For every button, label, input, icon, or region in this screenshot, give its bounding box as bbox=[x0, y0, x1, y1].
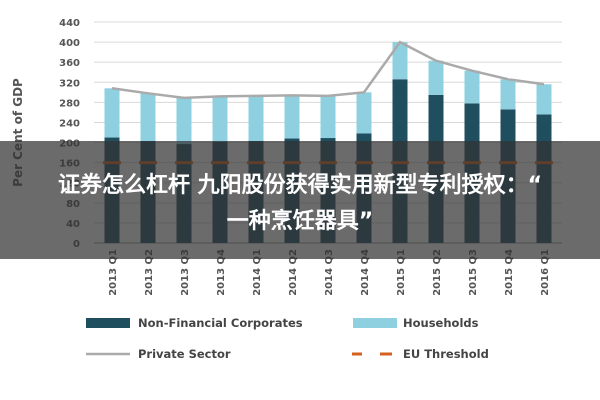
y-tick-label: 400 bbox=[59, 38, 80, 49]
bar-households bbox=[320, 95, 336, 139]
bar-households bbox=[428, 60, 444, 95]
x-tick-label: 2016 Q1 bbox=[540, 249, 551, 296]
x-tick-label: 2014 Q3 bbox=[324, 249, 335, 296]
x-tick-label: 2014 Q2 bbox=[288, 249, 299, 296]
bar-households bbox=[284, 95, 300, 139]
bar-households bbox=[248, 95, 264, 142]
headline-text[interactable]: 证券怎么杠杆 九阳股份获得实用新型专利授权：“ 一种烹饪器具” bbox=[0, 141, 600, 240]
legend-label-eu-threshold: EU Threshold bbox=[403, 347, 489, 361]
x-tick-label: 2015 Q2 bbox=[432, 249, 443, 296]
y-tick-label: 320 bbox=[59, 78, 80, 89]
x-tick-label: 2013 Q1 bbox=[108, 249, 119, 296]
bar-households bbox=[176, 97, 192, 145]
y-tick-label: 280 bbox=[59, 98, 80, 109]
y-tick-label: 360 bbox=[59, 58, 80, 69]
x-tick-label: 2015 Q3 bbox=[468, 249, 479, 296]
x-tick-label: 2014 Q4 bbox=[360, 249, 371, 296]
bar-households bbox=[140, 93, 156, 142]
bar-households bbox=[500, 79, 516, 110]
x-tick-label: 2013 Q2 bbox=[144, 249, 155, 296]
bar-households bbox=[464, 70, 480, 104]
x-tick-label: 2013 Q4 bbox=[216, 249, 227, 296]
bar-households bbox=[392, 42, 408, 80]
bar-households bbox=[104, 88, 120, 138]
y-tick-label: 240 bbox=[59, 118, 80, 129]
legend-label-private-sector: Private Sector bbox=[138, 347, 231, 361]
private-sector-line bbox=[111, 40, 545, 100]
x-tick-label: 2015 Q4 bbox=[504, 249, 515, 296]
legend-swatch-households bbox=[353, 318, 397, 328]
legend-swatch-non-financial-corporates bbox=[86, 318, 130, 328]
x-tick-label: 2014 Q1 bbox=[252, 249, 263, 296]
y-tick-label: 440 bbox=[59, 18, 80, 29]
legend-label-households: Households bbox=[403, 316, 479, 330]
bar-households bbox=[536, 84, 552, 115]
legend-label-non-financial-corporates: Non-Financial Corporates bbox=[138, 316, 303, 330]
headline-line-2: 一种烹饪器具” bbox=[226, 209, 374, 234]
x-tick-label: 2013 Q3 bbox=[180, 249, 191, 296]
bar-households bbox=[356, 92, 372, 134]
headline-line-1: 证券怎么杠杆 九阳股份获得实用新型专利授权：“ bbox=[57, 173, 543, 198]
x-tick-label: 2015 Q1 bbox=[396, 249, 407, 296]
headline-banner[interactable]: 证券怎么杠杆 九阳股份获得实用新型专利授权：“ 一种烹饪器具” bbox=[0, 141, 600, 259]
bar-households bbox=[212, 96, 228, 142]
